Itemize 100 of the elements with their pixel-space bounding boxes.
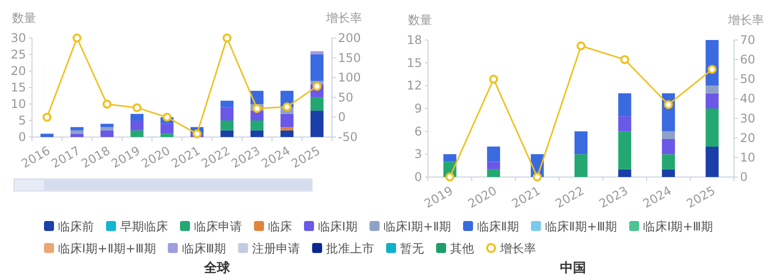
bar — [618, 169, 632, 177]
bar — [100, 124, 114, 128]
y2-tick-label: 60 — [740, 52, 756, 67]
y-tick-label: 10 — [10, 97, 26, 111]
bar — [70, 134, 84, 137]
point — [282, 102, 292, 112]
y2-axis-title: 增长率 — [325, 11, 362, 25]
bar — [662, 138, 675, 154]
bar — [310, 51, 324, 54]
legend-label: 临床前 — [58, 220, 94, 234]
y2-tick-label: 20 — [740, 130, 756, 145]
y-tick-label: 0 — [18, 130, 26, 144]
bar — [70, 130, 84, 134]
bar — [40, 134, 54, 137]
bar — [220, 120, 234, 130]
point — [620, 55, 630, 64]
y-tick-label: 25 — [10, 48, 26, 62]
bar — [220, 107, 234, 120]
bar — [618, 131, 632, 170]
legend-label: 批准上市 — [326, 242, 374, 256]
legend-label: 临床Ⅰ期+Ⅲ期 — [643, 220, 714, 234]
bar — [662, 131, 675, 139]
point — [532, 172, 542, 182]
y-axis-title: 数量 — [12, 11, 36, 25]
bar — [487, 146, 500, 162]
bar — [706, 93, 719, 108]
bar — [618, 116, 632, 132]
y2-tick-label: 50 — [740, 72, 756, 86]
point — [664, 100, 673, 110]
point — [102, 100, 112, 109]
bar — [100, 127, 114, 130]
bar — [618, 93, 632, 116]
bar — [250, 130, 264, 137]
bar — [662, 154, 675, 170]
bar — [443, 154, 456, 162]
bar — [487, 169, 500, 177]
bar — [310, 54, 324, 81]
bar — [280, 114, 294, 128]
text: 中国 — [560, 261, 586, 276]
y-tick-label: 12 — [406, 78, 422, 93]
bar — [250, 120, 264, 130]
legend-label: 临床Ⅱ期+Ⅲ期 — [544, 220, 618, 234]
point — [42, 112, 52, 122]
y2-tick-label: 10 — [740, 150, 756, 164]
bar — [280, 130, 294, 137]
y2-tick-label: 70 — [740, 33, 756, 47]
point — [132, 103, 142, 112]
bar — [160, 124, 174, 134]
legend-label: 临床Ⅰ期+Ⅱ期+Ⅲ期 — [58, 242, 156, 256]
y-tick-label: 3 — [414, 147, 422, 162]
bar — [70, 127, 84, 130]
legend-label: 临床Ⅰ期+Ⅱ期 — [384, 220, 452, 234]
bar — [574, 154, 588, 177]
point — [162, 112, 172, 122]
y2-tick-label: 0 — [338, 110, 346, 124]
legend-label: 临床Ⅰ期 — [318, 220, 358, 234]
legend-label: 早期临床 — [120, 220, 168, 234]
y2-tick-label: 0 — [740, 170, 748, 184]
bar — [310, 110, 324, 137]
y2-axis-title: 增长率 — [727, 13, 764, 27]
y-tick-label: 18 — [406, 33, 422, 47]
y2-tick-label: 50 — [338, 90, 354, 104]
bar — [706, 108, 719, 147]
bar — [100, 130, 114, 137]
bar — [280, 127, 294, 130]
bar — [574, 131, 588, 154]
legend-label: 其他 — [450, 242, 474, 256]
y2-tick-label: 200 — [338, 31, 361, 45]
legend-label: 临床 — [268, 220, 292, 234]
y-tick-label: 30 — [10, 31, 26, 45]
bar — [160, 134, 174, 137]
y2-tick-label: -50 — [338, 130, 358, 144]
bar — [220, 130, 234, 137]
bar — [662, 169, 675, 177]
legend-label: 增长率 — [499, 242, 536, 256]
point — [576, 41, 586, 50]
bar — [220, 100, 234, 108]
bar — [487, 162, 500, 170]
y-tick-label: 15 — [10, 80, 26, 94]
point — [192, 129, 202, 138]
point — [489, 74, 498, 84]
point — [445, 172, 454, 182]
point — [708, 64, 717, 74]
y2-tick-label: 40 — [740, 92, 756, 106]
bar — [130, 120, 144, 130]
bar — [130, 130, 144, 137]
legend-label: 注册申请 — [252, 242, 300, 256]
y-tick-label: 6 — [414, 124, 422, 138]
y-axis-title: 数量 — [408, 13, 432, 27]
bar — [706, 146, 719, 177]
point — [72, 34, 82, 42]
y2-tick-label: 30 — [740, 111, 756, 126]
legend-label: 临床Ⅲ期 — [182, 242, 226, 256]
point — [222, 34, 232, 42]
bar — [310, 97, 324, 111]
bar — [706, 86, 719, 94]
y-tick-label: 5 — [18, 114, 26, 128]
legend-label: 临床申请 — [194, 220, 242, 234]
y2-tick-label: 100 — [338, 70, 361, 85]
legend-label: 暂无 — [400, 242, 424, 256]
